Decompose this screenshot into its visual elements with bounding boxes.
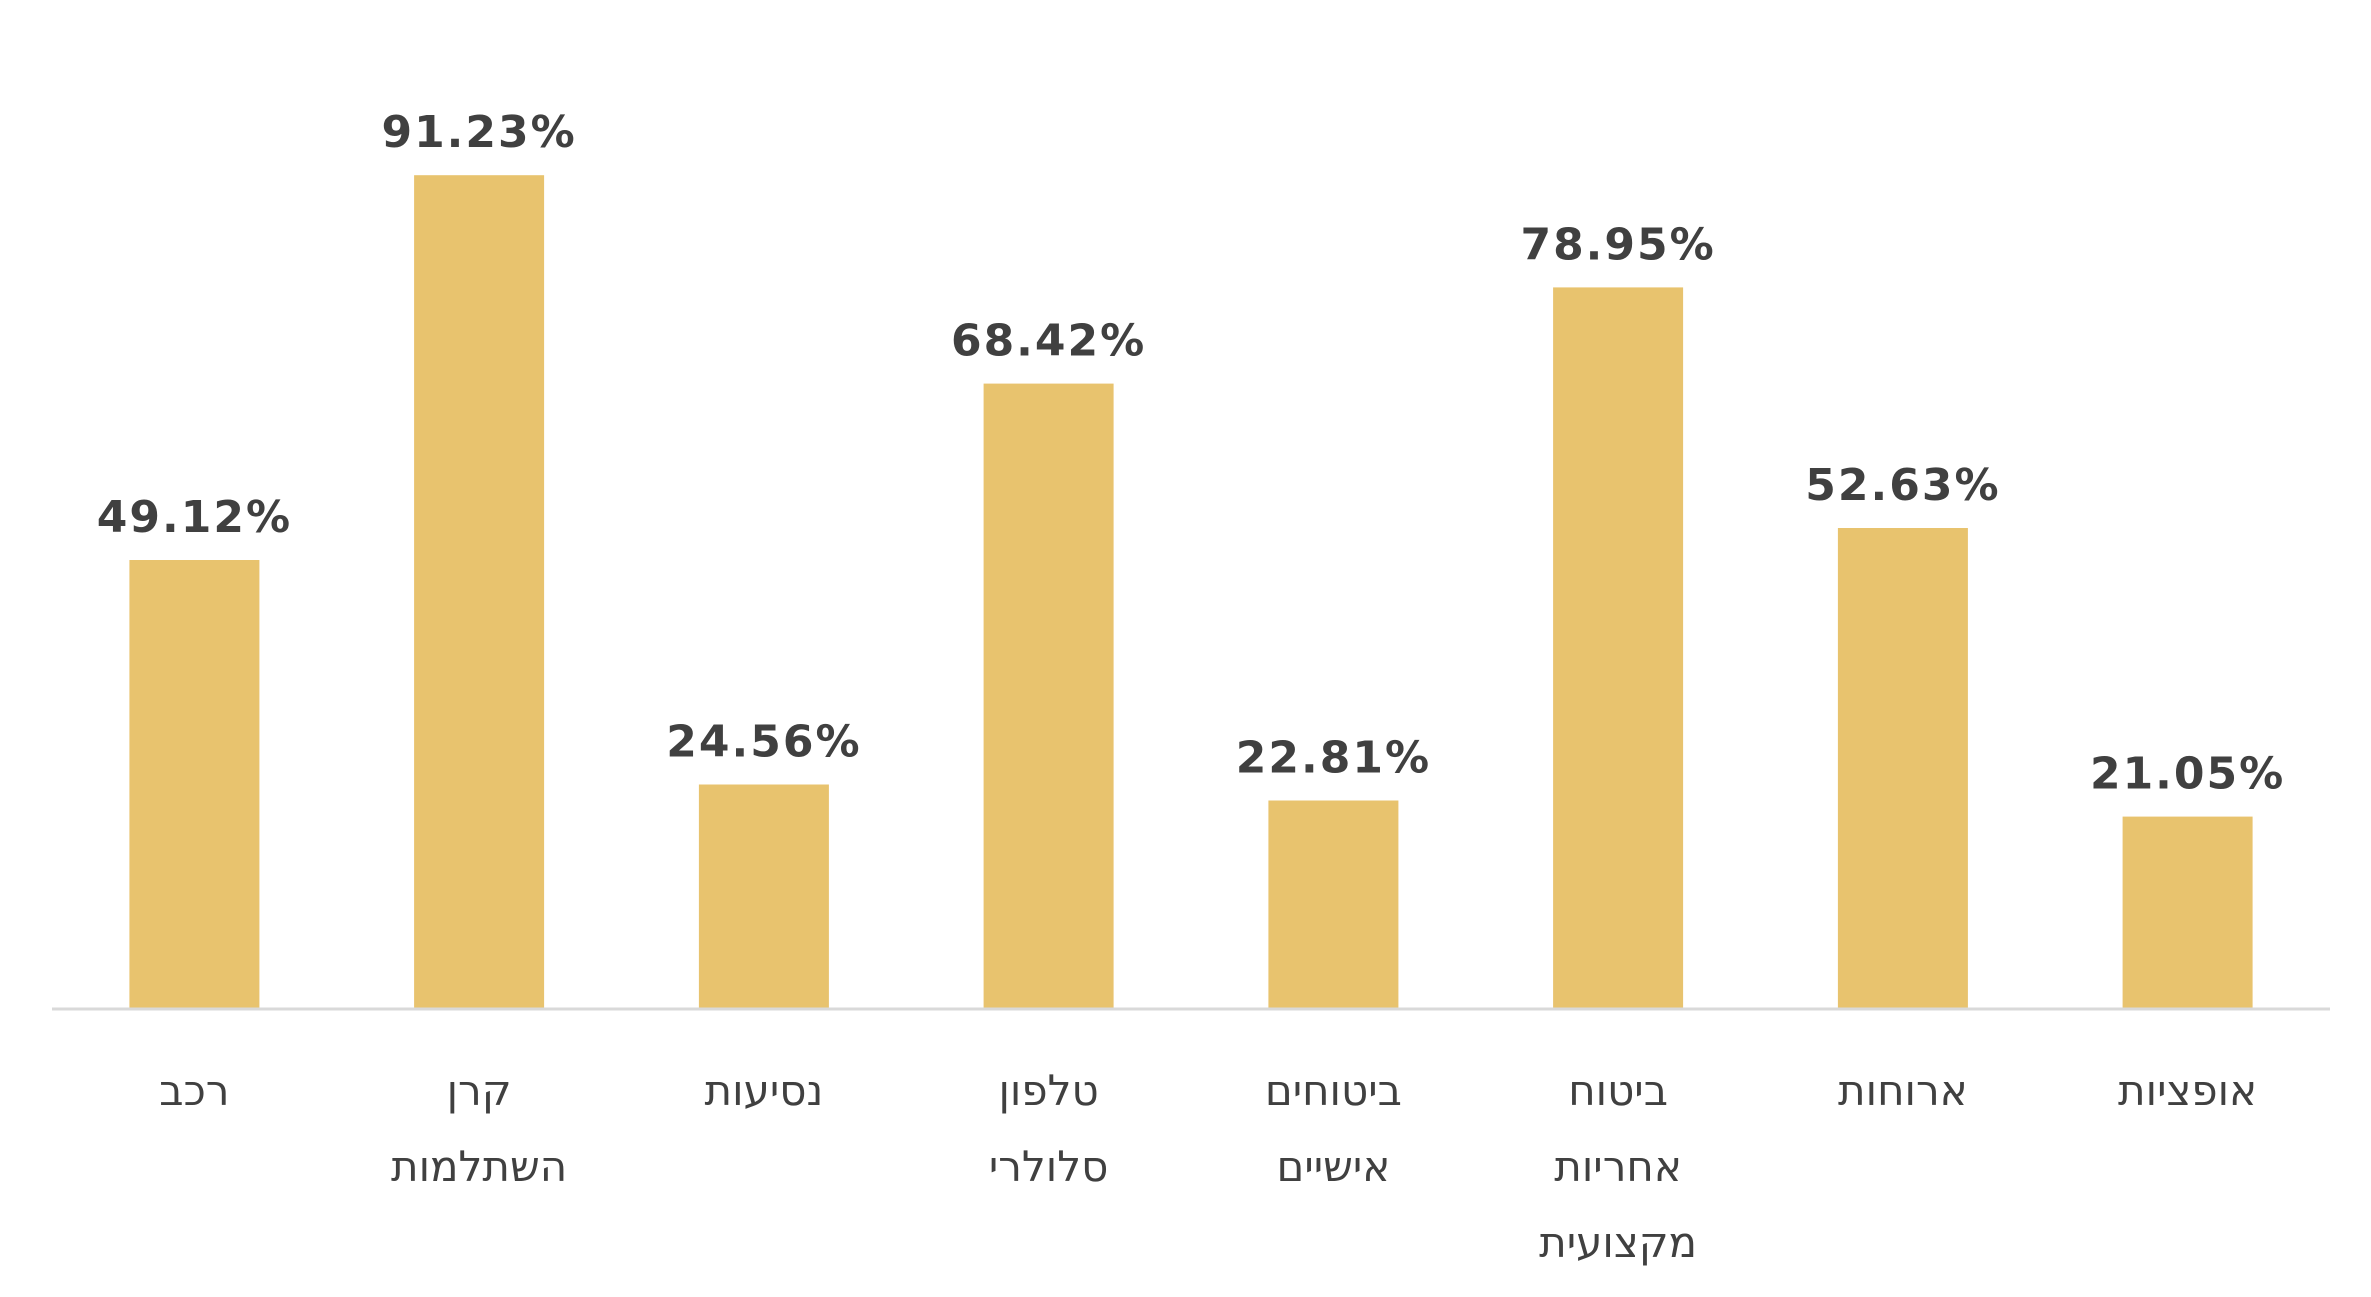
category-label: רכב — [159, 1066, 229, 1115]
bars-group — [129, 175, 2253, 1010]
bar — [414, 175, 545, 1009]
value-label: 68.42% — [951, 316, 1146, 367]
category-label: ביטוח — [1568, 1066, 1668, 1115]
value-label: 91.23% — [381, 107, 576, 158]
bar — [698, 784, 829, 1009]
bar — [2122, 816, 2253, 1009]
bar — [1268, 800, 1399, 1009]
category-label: נסיעות — [704, 1066, 823, 1115]
bar — [983, 383, 1114, 1010]
bar — [1837, 528, 1968, 1009]
category-label: השתלמות — [391, 1142, 567, 1191]
value-label: 24.56% — [666, 717, 861, 768]
category-label: סלולרי — [989, 1142, 1109, 1191]
value-labels-group: 49.12% 91.23% 24.56% 68.42% 22.81% 78.95% 52.6… — [97, 107, 2285, 800]
value-label: 78.95% — [1520, 219, 1715, 270]
value-label: 22.81% — [1236, 733, 1431, 784]
category-label: מקצועית — [1539, 1218, 1697, 1267]
category-label: אחריות — [1554, 1142, 1682, 1191]
category-label: קרן — [447, 1066, 512, 1115]
category-label: ארוחות — [1838, 1066, 1968, 1115]
value-label: 49.12% — [97, 492, 292, 543]
bar — [1553, 287, 1684, 1009]
bar — [129, 560, 260, 1009]
value-label: 52.63% — [1805, 460, 2000, 511]
category-label: אישיים — [1276, 1142, 1390, 1191]
category-label: אופציות — [2118, 1066, 2257, 1115]
value-label: 21.05% — [2090, 749, 2285, 800]
category-labels-group: רכב קרן השתלמות נסיעות טלפון סלולרי ביטוחים איש… — [159, 1066, 2257, 1267]
category-label: טלפון — [998, 1066, 1098, 1115]
category-label: ביטוחים — [1265, 1066, 1402, 1115]
